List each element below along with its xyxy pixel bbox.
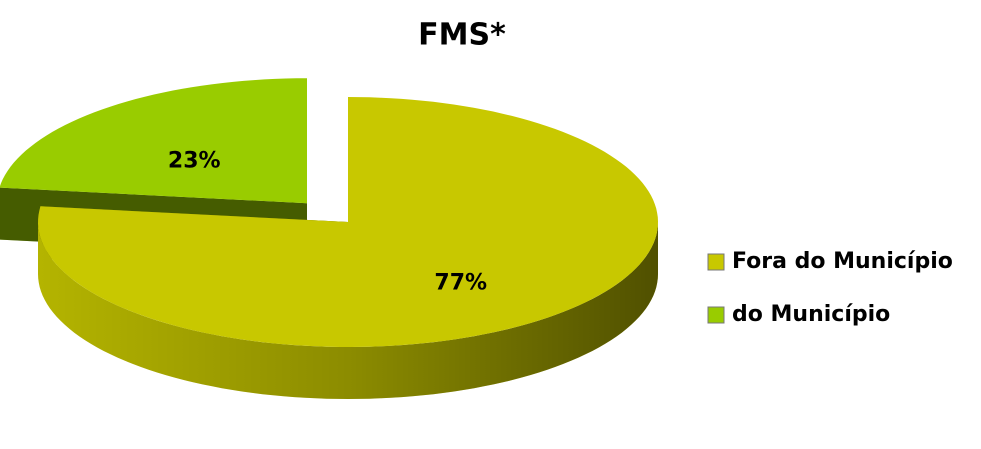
data-label: 23% (168, 149, 221, 174)
chart-title: FMS* (418, 18, 506, 53)
slice-wall-shade (38, 222, 658, 399)
slice (38, 97, 658, 347)
slice (0, 78, 307, 204)
legend-swatch (707, 253, 725, 271)
legend-swatch (707, 306, 725, 324)
data-label: 77% (434, 271, 487, 296)
legend-label: do Município (732, 302, 890, 327)
legend-label: Fora do Município (732, 249, 953, 274)
